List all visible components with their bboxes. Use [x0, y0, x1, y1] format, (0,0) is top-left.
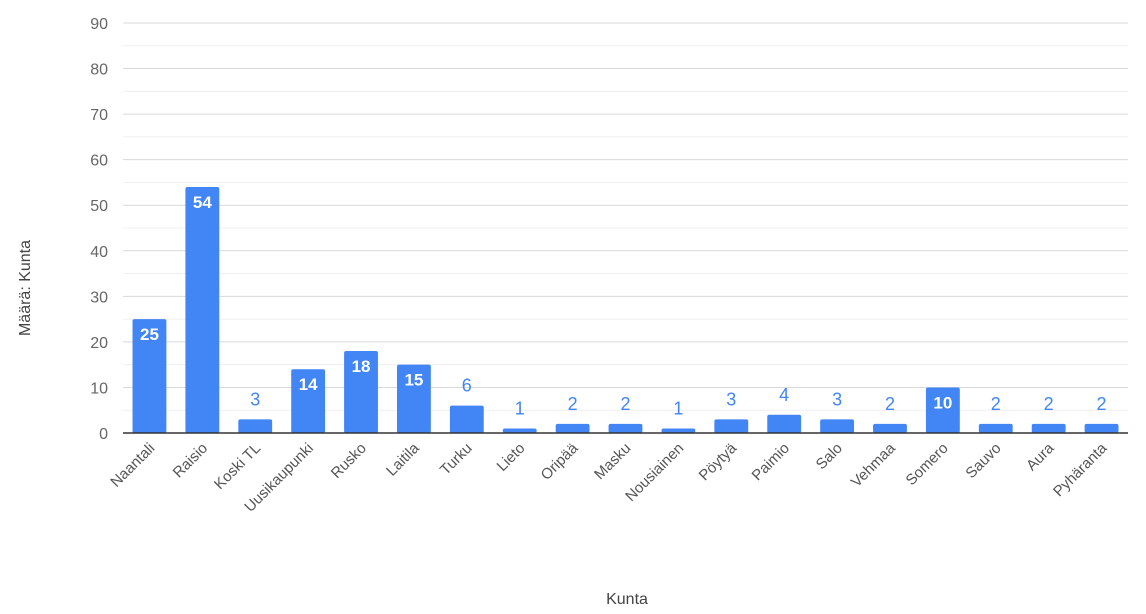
- bar: [396, 364, 431, 433]
- bar: [291, 369, 326, 433]
- bar: [344, 351, 378, 433]
- x-tick-label: Sauvo: [962, 440, 1004, 482]
- data-label: 15: [404, 371, 423, 390]
- x-tick-label: Pöytyä: [696, 439, 741, 484]
- bar: [185, 187, 220, 433]
- x-tick-label: Pyhäranta: [1050, 439, 1111, 500]
- bar: [714, 419, 749, 433]
- y-tick-label: 70: [90, 107, 108, 124]
- x-tick-label: Koski TL: [211, 440, 264, 493]
- y-tick-label: 90: [90, 16, 108, 33]
- data-label: 3: [726, 389, 736, 409]
- bar: [238, 419, 273, 433]
- y-axis-ticks: 0 10 20 30 40 50 60 70 80 90: [90, 16, 108, 443]
- bar: [608, 423, 643, 433]
- data-label: 6: [462, 376, 472, 396]
- y-tick-label: 80: [90, 62, 108, 79]
- data-label: 54: [193, 193, 212, 212]
- data-label: 3: [832, 389, 842, 409]
- x-tick-label: Turku: [437, 440, 476, 479]
- x-tick-label: Raisio: [170, 440, 211, 481]
- x-tick-label: Somero: [903, 440, 952, 489]
- data-label: 2: [1097, 394, 1107, 414]
- y-tick-label: 50: [90, 198, 108, 215]
- x-tick-label: Naantali: [107, 440, 158, 491]
- data-label: 2: [885, 394, 895, 414]
- x-tick-label: Salo: [813, 440, 846, 473]
- data-label: 2: [1044, 394, 1054, 414]
- bar: [925, 387, 960, 433]
- bars: [132, 187, 1119, 433]
- x-tick-label: Vehmaa: [848, 439, 899, 490]
- data-label: 4: [779, 385, 789, 405]
- bar: [132, 319, 167, 433]
- data-label: 10: [933, 393, 952, 412]
- y-axis-title: Määrä: Kunta: [17, 240, 34, 336]
- data-label: 25: [140, 325, 159, 344]
- y-tick-label: 10: [90, 380, 108, 397]
- bar: [820, 419, 855, 433]
- x-tick-label: Aura: [1023, 439, 1058, 474]
- bar: [978, 423, 1013, 433]
- bar: [767, 414, 802, 433]
- y-tick-label: 60: [90, 153, 108, 170]
- x-tick-label: Lieto: [494, 440, 529, 475]
- bar: [1031, 423, 1066, 433]
- y-tick-label: 0: [99, 426, 108, 443]
- data-label: 1: [515, 398, 525, 418]
- data-label: 3: [250, 389, 260, 409]
- bar: [555, 423, 590, 433]
- data-label: 1: [673, 398, 683, 418]
- x-tick-label: Masku: [591, 440, 634, 483]
- x-tick-label: Rusko: [328, 440, 370, 482]
- bar: [1084, 423, 1119, 433]
- bar: [661, 428, 696, 433]
- gridlines: [123, 22, 1128, 411]
- y-tick-label: 40: [90, 244, 108, 261]
- bar: [873, 423, 907, 433]
- data-label: 2: [620, 394, 630, 414]
- bar: [449, 405, 484, 433]
- x-tick-label: Laitila: [383, 439, 423, 479]
- data-label: 2: [991, 394, 1001, 414]
- bar: [502, 428, 537, 433]
- x-tick-label: Paimio: [749, 440, 793, 484]
- x-axis-title: Kunta: [606, 591, 648, 608]
- data-label: 14: [299, 375, 318, 394]
- y-tick-label: 30: [90, 289, 108, 306]
- data-label: 18: [352, 357, 371, 376]
- y-tick-label: 20: [90, 335, 108, 352]
- data-label: 2: [568, 394, 578, 414]
- x-tick-label: Oripää: [538, 439, 582, 483]
- data-labels: 25 54 3 14 18 15 6 1 2 2 1 3 4 3 2 10 2 2 2: [140, 193, 1107, 418]
